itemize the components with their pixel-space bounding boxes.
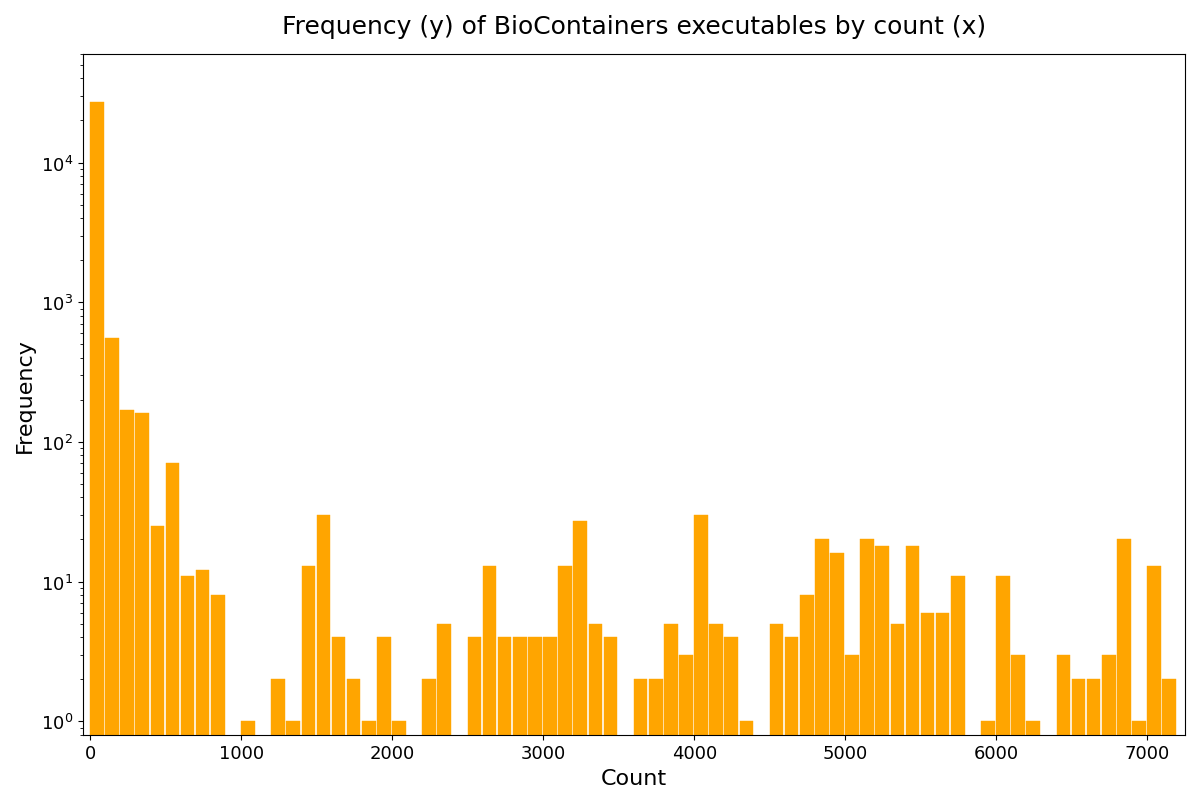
Bar [362,721,376,803]
Y-axis label: Frequency: Frequency [14,337,35,452]
Bar [950,576,965,803]
Bar [1057,654,1070,803]
Bar [166,464,179,803]
Bar [331,638,346,803]
Bar [920,613,935,803]
Bar [709,624,722,803]
Bar [150,526,164,803]
Bar [241,721,254,803]
Bar [181,576,194,803]
Bar [392,721,406,803]
Bar [1132,721,1146,803]
Bar [1147,566,1160,803]
Bar [574,522,587,803]
Bar [120,410,134,803]
Bar [588,624,602,803]
Bar [422,679,436,803]
Bar [301,566,316,803]
Bar [664,624,678,803]
Bar [1163,679,1176,803]
Bar [377,638,391,803]
Bar [815,540,829,803]
Bar [317,516,330,803]
Title: Frequency (y) of BioContainers executables by count (x): Frequency (y) of BioContainers executabl… [282,15,986,39]
Bar [800,595,814,803]
Bar [769,624,784,803]
Bar [695,516,708,803]
Bar [90,103,104,803]
Bar [196,571,210,803]
Bar [287,721,300,803]
X-axis label: Count: Count [601,768,667,788]
Bar [1026,721,1040,803]
Bar [860,540,874,803]
Bar [739,721,754,803]
Bar [211,595,224,803]
Bar [438,624,451,803]
Bar [271,679,284,803]
Bar [106,339,119,803]
Bar [1072,679,1085,803]
Bar [1087,679,1100,803]
Bar [785,638,798,803]
Bar [649,679,662,803]
Bar [725,638,738,803]
Bar [482,566,497,803]
Bar [845,654,859,803]
Bar [982,721,995,803]
Bar [136,414,149,803]
Bar [996,576,1010,803]
Bar [558,566,572,803]
Bar [468,638,481,803]
Bar [906,546,919,803]
Bar [347,679,360,803]
Bar [634,679,648,803]
Bar [544,638,557,803]
Bar [514,638,527,803]
Bar [876,546,889,803]
Bar [1012,654,1025,803]
Bar [1102,654,1116,803]
Bar [830,553,844,803]
Bar [604,638,617,803]
Bar [890,624,904,803]
Bar [936,613,949,803]
Bar [498,638,511,803]
Bar [679,654,692,803]
Bar [1117,540,1130,803]
Bar [528,638,541,803]
